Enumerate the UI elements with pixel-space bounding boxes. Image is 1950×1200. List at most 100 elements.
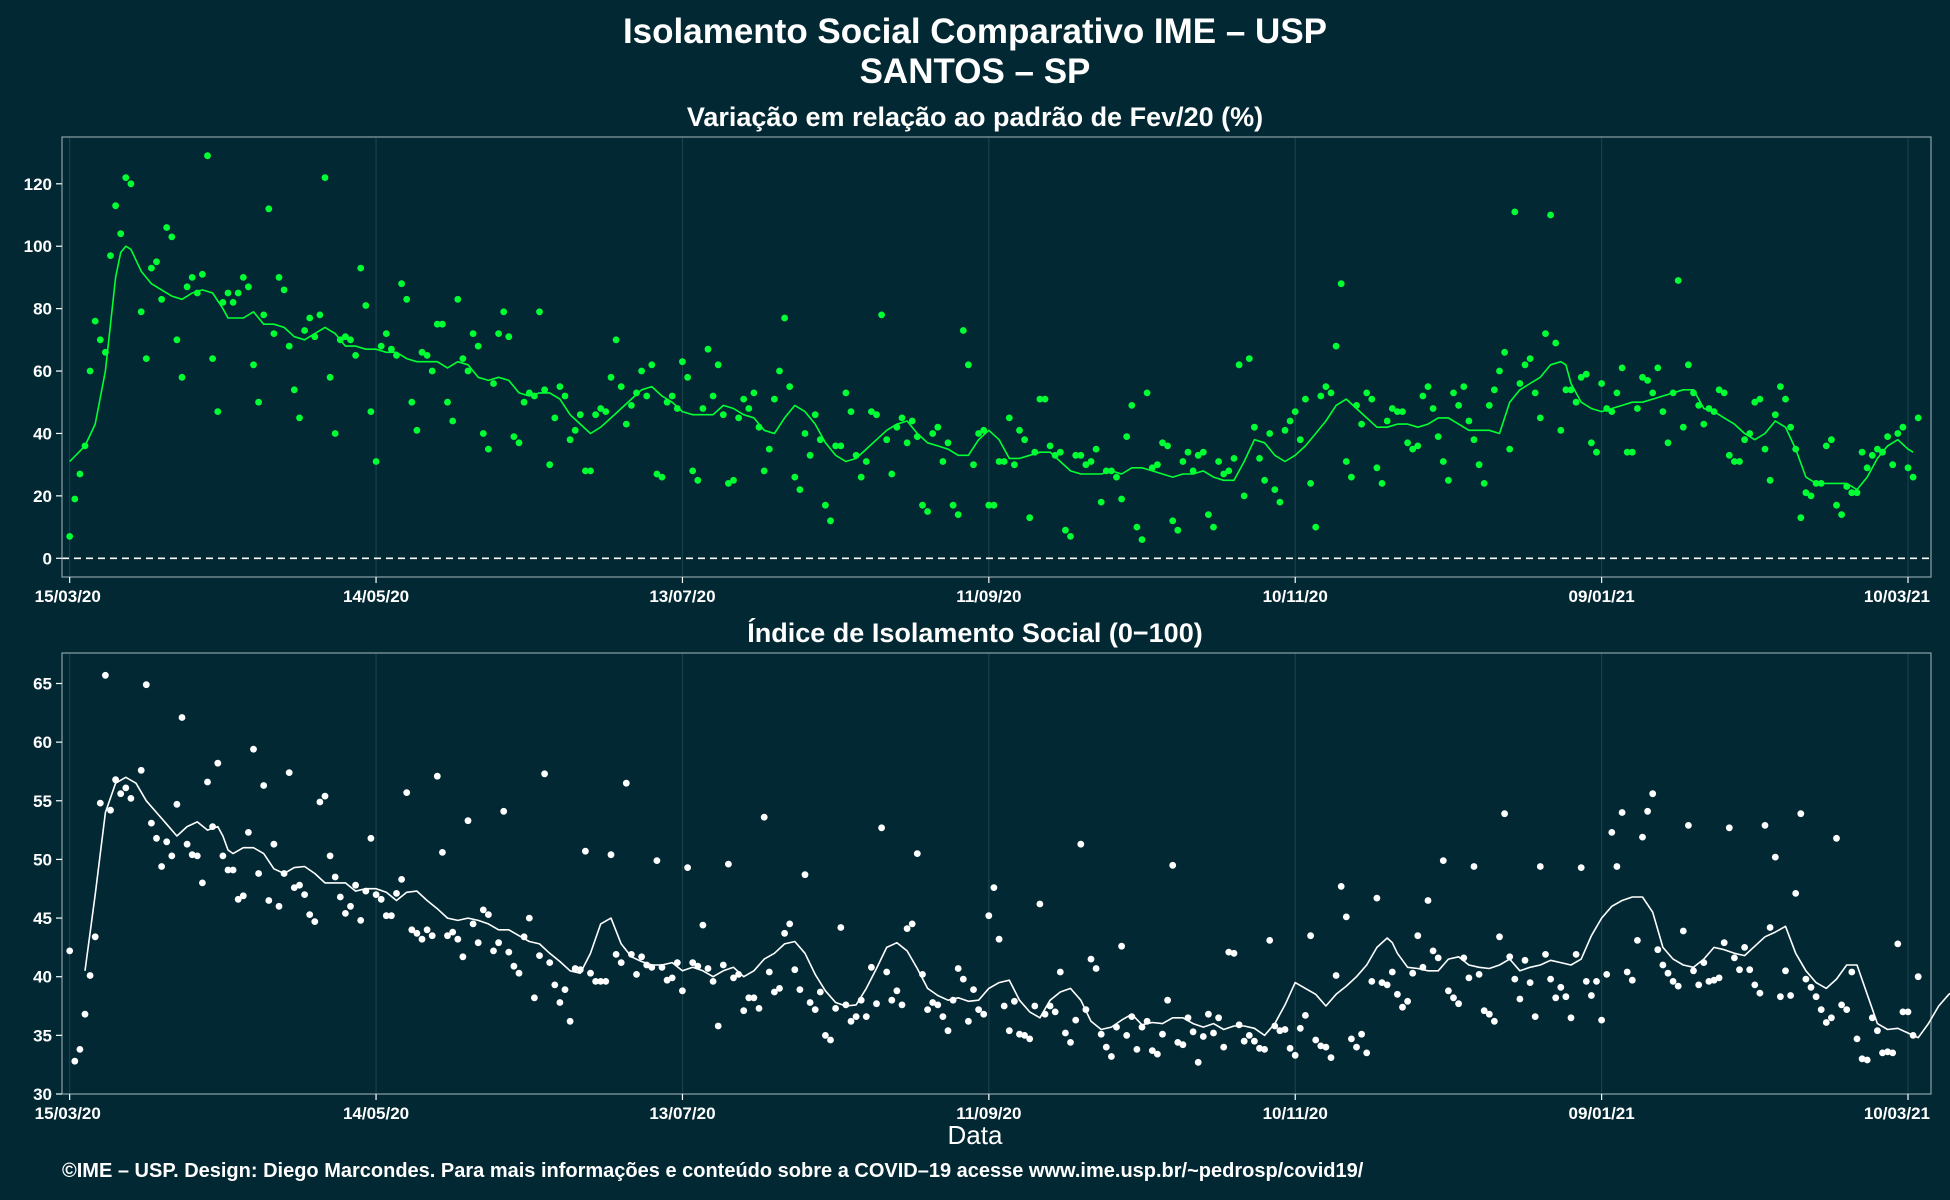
idx-data-point-271	[1455, 1000, 1462, 1008]
var-data-point-195	[1067, 533, 1074, 540]
var-data-point-48	[316, 311, 324, 319]
var-data-point-278	[1491, 386, 1498, 394]
var-data-point-119	[679, 358, 686, 366]
var-data-point-17	[158, 295, 166, 303]
idx-data-point-75	[454, 935, 462, 943]
idx-data-point-236	[1276, 1027, 1284, 1035]
idx-data-point-348	[1848, 968, 1856, 976]
idx-data-point-341	[1812, 993, 1820, 1001]
var-data-point-158	[878, 311, 885, 319]
var-data-point-95	[556, 383, 564, 390]
var-data-point-335	[1782, 395, 1789, 403]
var-data-point-25	[199, 270, 206, 278]
idx-data-point-285	[1526, 979, 1534, 986]
var-data-point-43	[290, 386, 298, 394]
idx-data-point-155	[862, 1013, 870, 1020]
idx-data-point-244	[1317, 1042, 1325, 1050]
idx-data-point-116	[663, 976, 671, 984]
var-data-point-339	[1802, 489, 1810, 497]
var-data-point-182	[1000, 458, 1008, 465]
var-data-point-68	[418, 348, 426, 356]
var-data-point-12	[127, 180, 135, 188]
var-data-point-298	[1593, 448, 1600, 456]
idx-data-point-216	[1174, 1039, 1182, 1046]
var-data-point-243	[1312, 523, 1320, 531]
idx-data-point-273	[1465, 974, 1473, 982]
var-data-point-101	[587, 467, 594, 475]
var-data-point-160	[888, 470, 896, 478]
var-data-point-21	[178, 373, 186, 381]
idx-data-point-340	[1807, 983, 1815, 991]
var-data-point-247	[1332, 342, 1340, 350]
var-data-point-311	[1659, 408, 1667, 415]
var-data-point-123	[699, 405, 707, 412]
var-data-point-140	[786, 383, 794, 390]
var-data-point-133	[750, 389, 758, 397]
var-data-point-216	[1174, 526, 1182, 534]
idx-data-point-209	[1138, 1023, 1146, 1031]
var-data-point-288	[1542, 330, 1549, 337]
var-y-tick-label-5: 100	[24, 237, 52, 256]
var-data-point-102	[592, 411, 599, 419]
idx-data-point-106	[612, 951, 620, 958]
idx-data-point-28	[214, 759, 222, 767]
idx-data-point-80	[479, 906, 487, 914]
var-data-point-171	[944, 439, 952, 447]
idx-data-point-174	[959, 975, 967, 983]
idx-data-point-70	[428, 932, 436, 940]
var-data-point-297	[1588, 439, 1595, 447]
var-data-point-275	[1475, 461, 1483, 469]
idx-data-point-128	[725, 860, 732, 868]
var-data-point-349	[1853, 489, 1861, 497]
panel-2-title: Índice de Isolamento Social (0−100)	[747, 618, 1203, 648]
var-data-point-226	[1225, 467, 1233, 475]
idx-data-point-175	[965, 1017, 972, 1025]
var-data-point-111	[638, 367, 645, 375]
idx-data-point-221	[1199, 1033, 1207, 1040]
var-data-point-348	[1848, 489, 1856, 497]
var-data-point-355	[1884, 433, 1891, 440]
idx-data-point-66	[408, 926, 416, 934]
var-data-point-186	[1021, 436, 1028, 444]
idx-data-point-354	[1879, 1049, 1886, 1057]
var-data-point-109	[628, 402, 635, 409]
idx-data-point-23	[188, 851, 196, 859]
var-data-point-62	[388, 345, 395, 353]
var-data-point-327	[1741, 436, 1748, 444]
var-data-point-280	[1501, 348, 1508, 356]
var-data-point-2	[76, 470, 84, 478]
var-data-point-302	[1613, 389, 1621, 397]
idx-data-point-19	[168, 852, 176, 860]
idx-data-point-267	[1434, 954, 1442, 962]
var-data-point-225	[1220, 470, 1228, 478]
idx-data-point-18	[163, 838, 171, 846]
var-data-point-78	[469, 330, 477, 337]
idx-data-point-200	[1092, 965, 1100, 972]
idx-data-point-164	[908, 920, 916, 928]
idx-x-tick-label-1: 14/05/20	[343, 1104, 409, 1123]
var-data-point-167	[924, 508, 931, 515]
var-data-point-40	[275, 274, 283, 281]
idx-data-point-117	[668, 974, 676, 982]
var-data-point-65	[403, 295, 411, 303]
var-data-point-336	[1787, 423, 1794, 431]
var-data-point-117	[668, 392, 676, 400]
idx-plot-frame	[61, 652, 1932, 1095]
var-data-point-26	[204, 152, 211, 160]
idx-data-point-188	[1031, 1002, 1039, 1010]
var-data-point-91	[536, 308, 543, 316]
idx-x-tick-label-5: 09/01/21	[1569, 1104, 1635, 1123]
var-data-point-4	[86, 367, 94, 375]
var-data-point-220	[1194, 451, 1202, 459]
var-data-point-1	[71, 495, 79, 503]
var-data-point-276	[1480, 480, 1488, 487]
idx-data-point-320	[1705, 978, 1713, 985]
var-data-point-211	[1148, 464, 1156, 472]
var-data-point-96	[561, 392, 569, 400]
var-data-point-306	[1634, 405, 1641, 412]
idx-data-point-50	[326, 852, 334, 860]
var-data-point-148	[827, 517, 834, 525]
idx-data-point-96	[561, 986, 569, 993]
var-plot-frame	[61, 136, 1932, 578]
idx-data-point-3	[81, 1010, 89, 1018]
